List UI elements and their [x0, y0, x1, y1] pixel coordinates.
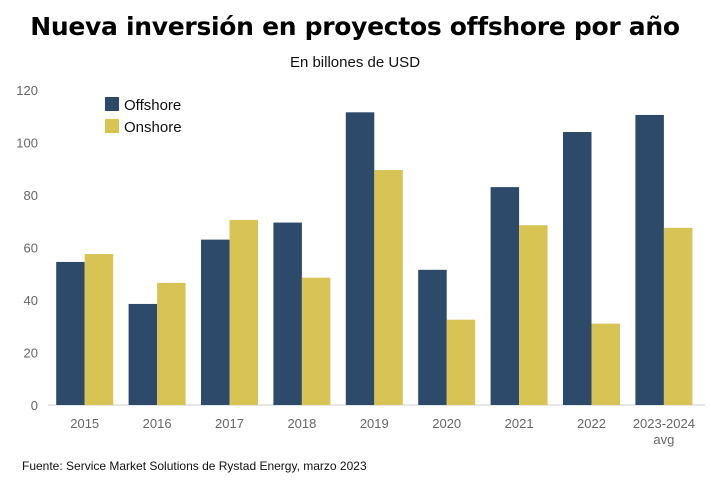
x-tick-label: 2023-2024 avg	[633, 416, 695, 447]
y-tick-label: 40	[24, 293, 38, 308]
bar-offshore	[563, 132, 592, 405]
y-tick-label: 120	[16, 83, 38, 98]
bar-onshore	[84, 254, 114, 405]
x-tick-label: 2021	[505, 416, 534, 431]
bar-onshore	[301, 277, 331, 405]
source-note: Fuente: Service Market Solutions de Ryst…	[22, 459, 367, 473]
x-tick-label: 2022	[577, 416, 606, 431]
bar-onshore	[519, 225, 548, 405]
bar-onshore	[374, 170, 403, 405]
bar-offshore	[635, 114, 664, 405]
chart-title: Nueva inversión en proyectos offshore po…	[30, 12, 680, 41]
y-tick-label: 0	[31, 398, 38, 413]
x-tick-label: 2015	[70, 416, 99, 431]
legend-label-offshore: Offshore	[124, 97, 181, 114]
x-tick-label: 2017	[215, 416, 244, 431]
legend-swatch-offshore	[105, 97, 119, 111]
bar-offshore	[201, 239, 230, 405]
bar-onshore	[229, 219, 258, 405]
bar-offshore	[490, 187, 520, 405]
bar-offshore	[345, 112, 375, 405]
bar-offshore	[128, 303, 158, 405]
bar-onshore	[446, 319, 476, 405]
bar-offshore	[273, 222, 302, 405]
x-tick-label: 2016	[143, 416, 172, 431]
y-tick-label: 100	[16, 136, 38, 151]
bar-onshore	[591, 323, 620, 405]
x-tick-label: 2020	[432, 416, 461, 431]
bar-offshore	[56, 261, 85, 405]
legend-label-onshore: Onshore	[124, 119, 182, 136]
bar-onshore	[663, 227, 693, 405]
y-tick-label: 60	[24, 241, 38, 256]
bar-offshore	[418, 269, 447, 405]
chart-subtitle: En billones de USD	[289, 54, 421, 71]
bar-onshore	[157, 282, 186, 405]
legend-swatch-onshore	[105, 119, 119, 133]
y-tick-label: 80	[24, 188, 38, 203]
x-tick-label: 2019	[360, 416, 389, 431]
x-tick-label: 2018	[287, 416, 316, 431]
y-tick-label: 20	[24, 346, 38, 361]
